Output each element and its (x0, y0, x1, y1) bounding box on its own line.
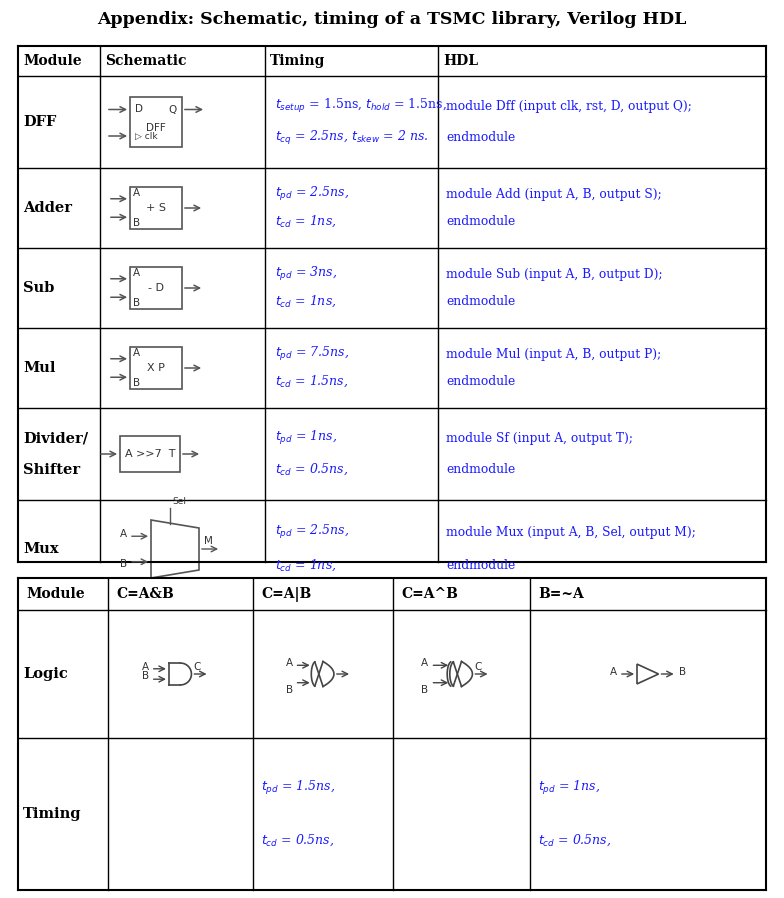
Text: Module: Module (23, 54, 82, 68)
Text: endmodule: endmodule (446, 375, 515, 388)
Text: B: B (133, 378, 140, 388)
Bar (130, 267, 182, 309)
Text: $t_{pd}$ = 2.5ns,: $t_{pd}$ = 2.5ns, (275, 185, 349, 204)
Text: $t_{pd}$ = 1ns,: $t_{pd}$ = 1ns, (538, 779, 601, 797)
Text: A: A (120, 529, 127, 539)
Text: $t_{cd}$ = 0.5ns,: $t_{cd}$ = 0.5ns, (275, 462, 348, 478)
Text: B: B (285, 684, 292, 695)
Text: module Mux (input A, B, Sel, output M);: module Mux (input A, B, Sel, output M); (446, 526, 696, 539)
Bar (130, 347, 182, 389)
Text: C: C (474, 662, 482, 672)
Text: A: A (285, 658, 292, 668)
Text: B: B (679, 667, 686, 677)
Text: X P: X P (147, 363, 165, 373)
Text: Sub: Sub (23, 281, 54, 295)
Bar (120, 436, 180, 472)
Text: Logic: Logic (23, 667, 67, 681)
Text: C=A&B: C=A&B (116, 587, 174, 601)
Text: endmodule: endmodule (446, 295, 515, 308)
Text: A: A (133, 348, 140, 357)
Text: D: D (135, 104, 143, 115)
Bar (130, 97, 182, 147)
Text: Mul: Mul (23, 361, 56, 375)
Text: B: B (133, 298, 140, 308)
Text: A: A (133, 268, 140, 277)
Text: $t_{cd}$ = 1ns,: $t_{cd}$ = 1ns, (275, 214, 336, 229)
Text: endmodule: endmodule (446, 559, 515, 572)
Text: $t_{pd}$ = 1.5ns,: $t_{pd}$ = 1.5ns, (261, 779, 336, 797)
Text: C=A^B: C=A^B (401, 587, 458, 601)
Text: $t_{cq}$ = 2.5ns, $t_{skew}$ = 2 ns.: $t_{cq}$ = 2.5ns, $t_{skew}$ = 2 ns. (275, 128, 428, 146)
Text: ▷ clk: ▷ clk (135, 131, 158, 140)
Text: - D: - D (148, 283, 164, 293)
Text: A: A (422, 658, 429, 668)
Text: Timing: Timing (270, 54, 325, 68)
Text: Module: Module (26, 587, 85, 601)
Text: Divider/: Divider/ (23, 431, 88, 445)
Text: Mux: Mux (23, 542, 59, 556)
Text: endmodule: endmodule (446, 463, 515, 476)
Text: $t_{pd}$ = 1ns,: $t_{pd}$ = 1ns, (275, 429, 337, 447)
Text: $t_{cd}$ = 1.5ns,: $t_{cd}$ = 1.5ns, (275, 374, 348, 390)
Text: module Sf (input A, output T);: module Sf (input A, output T); (446, 432, 633, 445)
Text: $t_{cd}$ = 0.5ns,: $t_{cd}$ = 0.5ns, (261, 832, 335, 848)
Text: A: A (610, 667, 617, 677)
Text: $t_{pd}$ = 2.5ns,: $t_{pd}$ = 2.5ns, (275, 524, 349, 541)
Text: A >>7  T: A >>7 T (125, 449, 176, 459)
Text: DFF: DFF (146, 123, 166, 133)
Text: + S: + S (146, 203, 166, 213)
Text: B: B (422, 684, 429, 695)
Text: DFF: DFF (23, 115, 56, 129)
Text: C=A|B: C=A|B (261, 586, 311, 602)
Bar (130, 187, 182, 229)
Text: $t_{pd}$ = 3ns,: $t_{pd}$ = 3ns, (275, 266, 337, 284)
Text: Schematic: Schematic (105, 54, 187, 68)
Text: Adder: Adder (23, 201, 72, 215)
Text: B: B (133, 218, 140, 228)
Text: Shifter: Shifter (23, 462, 80, 477)
Text: $t_{cd}$ = 0.5ns,: $t_{cd}$ = 0.5ns, (538, 832, 612, 848)
Text: $t_{setup}$ = 1.5ns, $t_{hold}$ = 1.5ns,: $t_{setup}$ = 1.5ns, $t_{hold}$ = 1.5ns, (275, 97, 447, 115)
Text: module Dff (input clk, rst, D, output Q);: module Dff (input clk, rst, D, output Q)… (446, 100, 691, 113)
Text: $t_{pd}$ = 7.5ns,: $t_{pd}$ = 7.5ns, (275, 346, 349, 364)
Text: module Mul (input A, B, output P);: module Mul (input A, B, output P); (446, 348, 661, 361)
Text: B=~A: B=~A (538, 587, 584, 601)
Text: M: M (204, 536, 213, 546)
Text: B: B (120, 559, 127, 568)
Text: C: C (194, 662, 201, 672)
Text: module Sub (input A, B, output D);: module Sub (input A, B, output D); (446, 268, 662, 281)
Text: endmodule: endmodule (446, 131, 515, 145)
Text: module Add (input A, B, output S);: module Add (input A, B, output S); (446, 188, 662, 201)
Text: HDL: HDL (443, 54, 478, 68)
Text: $t_{cd}$ = 1ns,: $t_{cd}$ = 1ns, (275, 294, 336, 309)
Text: endmodule: endmodule (446, 216, 515, 228)
Text: A: A (133, 188, 140, 198)
Text: B: B (142, 671, 149, 682)
Text: Timing: Timing (23, 807, 82, 821)
Text: $t_{cd}$ = 1ns,: $t_{cd}$ = 1ns, (275, 558, 336, 574)
Text: Sel: Sel (172, 497, 186, 506)
Text: Q: Q (169, 104, 177, 115)
Text: Appendix: Schematic, timing of a TSMC library, Verilog HDL: Appendix: Schematic, timing of a TSMC li… (97, 12, 687, 29)
Text: A: A (142, 662, 149, 672)
